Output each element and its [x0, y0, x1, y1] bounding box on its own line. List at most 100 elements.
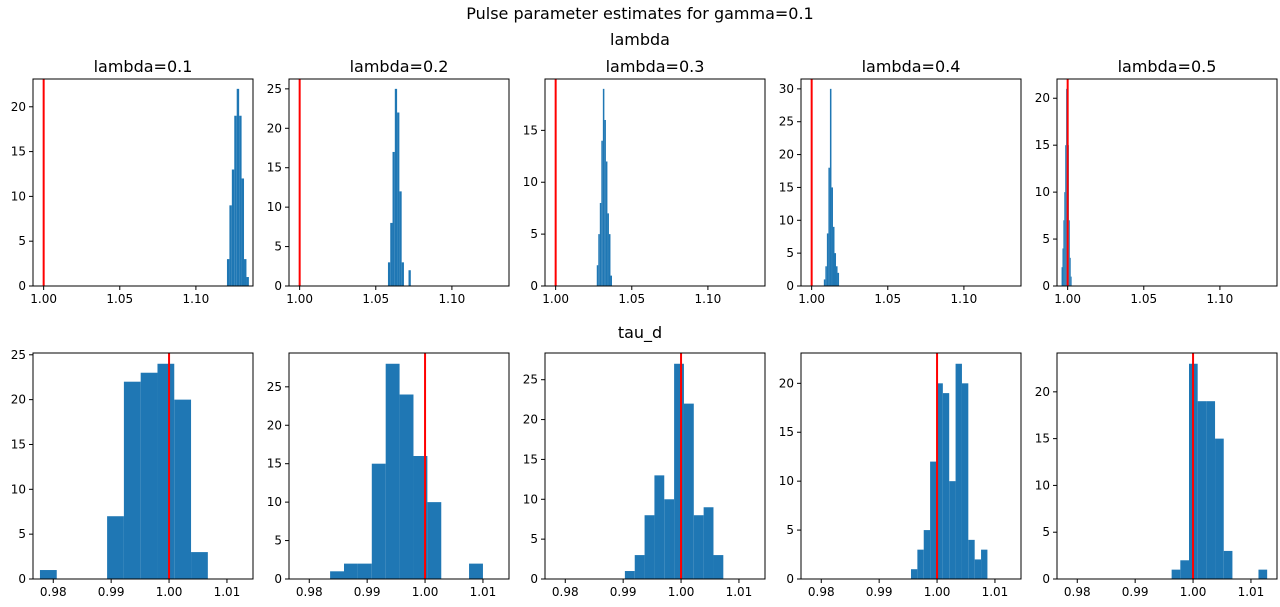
y-tick-label: 10: [779, 213, 794, 227]
y-tick-label: 10: [1035, 185, 1050, 199]
y-tick-label: 20: [11, 393, 26, 407]
x-tick-label: 1.05: [362, 292, 389, 306]
histogram-bar: [596, 265, 599, 286]
x-tick-label: 0.98: [808, 585, 835, 599]
x-tick-label: 0.98: [552, 585, 579, 599]
x-tick-label: 1.00: [924, 585, 951, 599]
x-tick-label: 1.00: [30, 292, 57, 306]
y-tick-label: 5: [18, 527, 26, 541]
y-tick-label: 10: [267, 495, 282, 509]
y-tick-label: 20: [11, 100, 26, 114]
y-tick-label: 0: [786, 279, 794, 293]
y-tick-label: 10: [11, 482, 26, 496]
x-tick-label: 0.98: [1064, 585, 1091, 599]
axes-frame: [1056, 352, 1278, 580]
histogram-bar: [241, 178, 245, 286]
histogram-bar: [1206, 401, 1216, 579]
x-tick-label: 1.01: [726, 585, 753, 599]
y-tick-label: 0: [18, 572, 26, 586]
axes-frame: [800, 78, 1022, 287]
histogram-bar: [713, 555, 724, 579]
y-tick-label: 5: [274, 534, 282, 548]
histogram-bar: [823, 279, 826, 286]
panel-1: 1.00 1.05 1.10 0 5 10 15 20 lambda=0.1: [11, 57, 254, 306]
axes-frame: [544, 352, 766, 580]
x-tick-label: 0.98: [296, 585, 323, 599]
histogram-bar: [390, 222, 393, 286]
x-tick-label: 1.01: [1238, 585, 1265, 599]
panel-title: lambda=0.4: [862, 57, 961, 76]
y-tick-label: 0: [530, 279, 538, 293]
histogram-bar: [831, 187, 833, 286]
y-tick-label: 10: [523, 492, 538, 506]
histogram-bar: [911, 569, 918, 579]
histogram-bar: [236, 88, 240, 286]
histogram-bar: [936, 383, 943, 579]
histogram-bar: [829, 88, 832, 286]
histogram-bar: [1063, 220, 1065, 286]
histogram-bar: [239, 115, 242, 286]
panel-5: 1.00 1.05 1.10 0 5 10 15 20 lambda=0.5: [1035, 57, 1278, 306]
x-tick-label: 0.99: [1122, 585, 1149, 599]
histogram-bar: [930, 461, 937, 579]
y-tick-label: 20: [267, 418, 282, 432]
histogram-bar: [602, 88, 605, 286]
histogram-bar: [837, 272, 840, 286]
x-tick-label: 1.00: [668, 585, 695, 599]
x-tick-label: 1.10: [183, 292, 210, 306]
histogram-bar: [703, 507, 714, 579]
y-tick-label: 5: [1042, 232, 1050, 246]
panel-7: 0.98 0.99 1.00 1.01 0 5 10 15 20 25: [267, 352, 510, 599]
axes-frame: [32, 352, 254, 580]
histogram-bar: [1066, 88, 1068, 286]
y-tick-label: 5: [786, 246, 794, 260]
y-tick-label: 20: [779, 148, 794, 162]
histogram-bar: [1064, 192, 1066, 286]
histogram-bar: [399, 191, 402, 286]
histogram-bar: [683, 403, 694, 579]
histogram-bar: [826, 233, 829, 286]
x-tick-label: 1.00: [412, 585, 439, 599]
histogram-bar: [923, 530, 931, 579]
histogram-bar: [229, 205, 232, 286]
histogram-bar: [608, 234, 611, 286]
y-tick-label: 0: [530, 572, 538, 586]
histogram-bar: [344, 563, 358, 579]
y-tick-label: 25: [523, 373, 538, 387]
y-tick-label: 10: [11, 189, 26, 203]
axes-frame: [32, 78, 254, 287]
histogram-bar: [607, 213, 609, 286]
histogram-bar: [1171, 569, 1181, 579]
y-tick-label: 15: [267, 161, 282, 175]
y-tick-label: 25: [267, 82, 282, 96]
histogram-bar: [387, 262, 391, 286]
histogram-bar: [401, 262, 404, 286]
histogram-bar: [693, 515, 704, 579]
histogram-bar: [981, 549, 988, 579]
axes-frame: [288, 78, 510, 287]
histogram-bar: [371, 463, 386, 579]
histogram-bar: [399, 394, 414, 579]
x-tick-label: 0.99: [866, 585, 893, 599]
histogram-bar: [961, 383, 969, 579]
x-tick-label: 1.00: [798, 292, 825, 306]
histogram-bar: [234, 115, 237, 286]
histogram-bar: [226, 259, 230, 286]
x-tick-label: 1.00: [286, 292, 313, 306]
y-tick-label: 15: [779, 425, 794, 439]
y-tick-label: 10: [779, 474, 794, 488]
y-tick-label: 5: [530, 532, 538, 546]
histogram-bar: [1258, 569, 1268, 579]
y-tick-label: 20: [523, 413, 538, 427]
y-tick-label: 5: [274, 240, 282, 254]
histogram-bar: [644, 515, 655, 579]
histogram-bar: [1061, 267, 1063, 286]
axes-frame: [544, 78, 766, 287]
x-tick-label: 1.00: [1054, 292, 1081, 306]
panel-10: 0.98 0.99 1.00 1.01 0 5 10 15 20: [1035, 352, 1278, 599]
y-tick-label: 0: [1042, 572, 1050, 586]
y-tick-label: 5: [530, 227, 538, 241]
y-tick-label: 15: [11, 145, 26, 159]
panel-4: 1.00 1.05 1.10 0 5 10 15 20 25 30 lambda=0.4: [779, 57, 1022, 306]
